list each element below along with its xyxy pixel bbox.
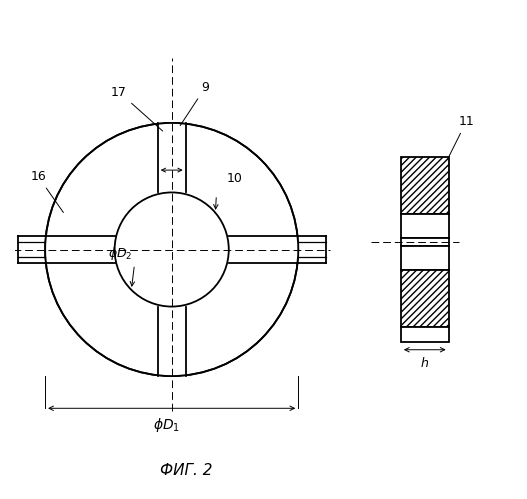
Text: $h$: $h$ (420, 356, 430, 370)
Bar (401, 238, 448, 246)
Text: ФИГ. 2: ФИГ. 2 (160, 463, 213, 478)
Circle shape (45, 123, 298, 376)
Bar (401, 270, 448, 327)
Text: $\phi D_2$: $\phi D_2$ (108, 245, 132, 262)
Text: 10: 10 (226, 172, 242, 185)
Bar (401, 157, 448, 214)
Bar (401, 327, 448, 342)
Circle shape (115, 193, 229, 306)
Text: 16: 16 (30, 170, 63, 213)
Bar (401, 214, 448, 238)
Text: 11: 11 (447, 115, 474, 160)
Text: $\phi D_1$: $\phi D_1$ (153, 416, 180, 434)
Bar (158, 306, 186, 376)
Bar (158, 123, 186, 193)
Text: 17: 17 (111, 86, 163, 131)
Bar (401, 246, 448, 270)
Bar (229, 236, 298, 263)
Text: 9: 9 (180, 81, 209, 126)
Bar (45, 236, 115, 263)
